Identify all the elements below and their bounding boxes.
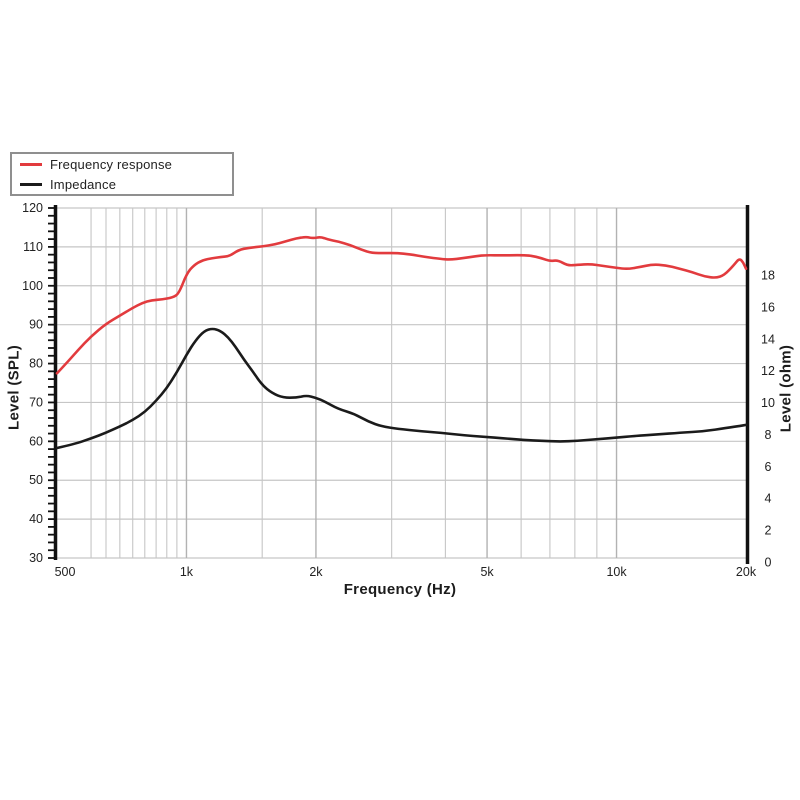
- x-tick-label: 500: [55, 565, 76, 579]
- y-right-tick-label: 6: [765, 460, 772, 474]
- y-left-tick-label: 50: [29, 473, 43, 487]
- legend: Frequency response Impedance: [10, 152, 234, 196]
- y-right-tick-label: 0: [765, 555, 772, 569]
- frequency-response-curve: [55, 235, 748, 375]
- y-right-axis-title: Level (ohm): [777, 344, 795, 433]
- impedance-curve: [55, 327, 748, 450]
- x-tick-label: 5k: [480, 565, 494, 579]
- y-left-tick-label: 80: [29, 357, 43, 371]
- x-tick-label: 2k: [309, 565, 323, 579]
- y-left-axis-title: Level (SPL): [5, 345, 23, 430]
- y-right-tick-label: 2: [765, 524, 772, 538]
- y-right-tick-label: 10: [761, 396, 775, 410]
- legend-label: Impedance: [50, 176, 117, 192]
- x-tick-label: 10k: [606, 565, 627, 579]
- x-tick-label: 1k: [180, 565, 194, 579]
- y-left-tick-label: 100: [22, 279, 43, 293]
- y-left-tick-label: 110: [23, 240, 43, 254]
- y-left-tick-label: 60: [29, 434, 43, 448]
- y-left-tick-label: 120: [22, 201, 43, 215]
- legend-item-impedance: Impedance: [20, 176, 232, 192]
- y-left-tick-label: 40: [29, 512, 43, 526]
- y-right-tick-label: 12: [761, 364, 775, 378]
- y-left-tick-label: 30: [29, 551, 43, 565]
- y-right-tick-label: 4: [765, 492, 772, 506]
- frequency-response-swatch: [20, 162, 42, 166]
- y-right-tick-label: 14: [761, 332, 775, 346]
- y-right-tick-label: 16: [761, 300, 775, 314]
- impedance-swatch: [20, 182, 42, 186]
- y-left-tick-label: 70: [29, 395, 43, 409]
- x-axis-title: Frequency (Hz): [343, 581, 457, 598]
- y-left-tick-label: 90: [29, 318, 43, 332]
- legend-label: Frequency response: [50, 156, 173, 172]
- y-right-tick-label: 8: [765, 428, 772, 442]
- x-tick-label: 20k: [736, 565, 757, 579]
- legend-item-frequency-response: Frequency response: [20, 156, 232, 172]
- y-right-tick-label: 18: [761, 268, 775, 282]
